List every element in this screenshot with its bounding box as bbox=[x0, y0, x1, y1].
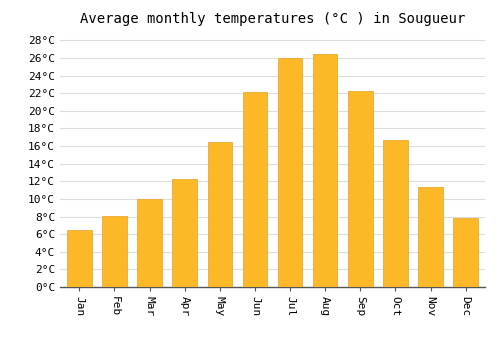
Bar bbox=[242, 92, 267, 287]
Bar bbox=[208, 142, 232, 287]
Bar bbox=[102, 216, 126, 287]
Bar bbox=[67, 230, 92, 287]
Bar bbox=[138, 199, 162, 287]
Bar bbox=[418, 187, 443, 287]
Title: Average monthly temperatures (°C ) in Sougueur: Average monthly temperatures (°C ) in So… bbox=[80, 12, 465, 26]
Bar bbox=[454, 218, 478, 287]
Bar bbox=[383, 140, 407, 287]
Bar bbox=[172, 178, 197, 287]
Bar bbox=[348, 91, 372, 287]
Bar bbox=[278, 58, 302, 287]
Bar bbox=[313, 54, 338, 287]
